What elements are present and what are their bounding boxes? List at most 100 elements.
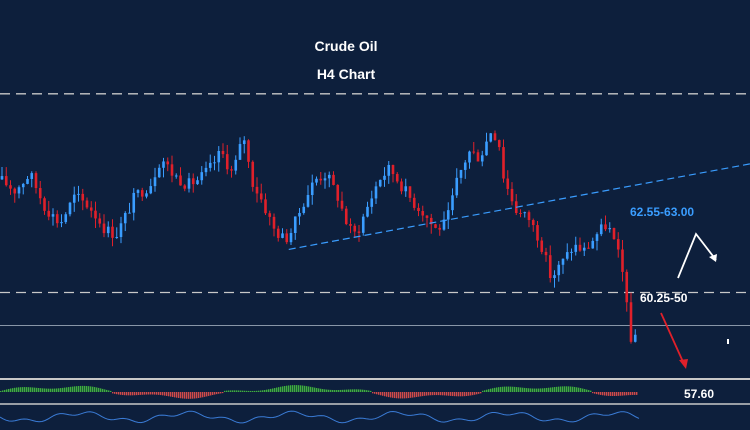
chart-title: Crude Oil: [314, 38, 377, 54]
candle: [429, 217, 433, 225]
macd-bar: [92, 386, 94, 392]
macd-bar: [458, 392, 460, 397]
candle: [302, 206, 306, 213]
macd-bar: [526, 388, 528, 392]
macd-bar: [290, 385, 292, 392]
macd-bar: [342, 389, 344, 392]
macd-bar: [598, 392, 600, 395]
candle: [119, 223, 123, 238]
candle: [289, 233, 293, 243]
candle: [357, 231, 361, 233]
macd-bar: [616, 392, 618, 396]
macd-bar: [74, 386, 76, 392]
candle: [94, 210, 97, 219]
macd-bar: [506, 386, 508, 392]
macd-bar: [222, 392, 224, 394]
candle: [595, 234, 599, 241]
price-levels: [0, 93, 750, 326]
candle: [0, 176, 4, 180]
macd-bar: [128, 392, 130, 396]
macd-bar: [184, 392, 186, 399]
macd-bar: [52, 388, 54, 392]
macd-bar: [94, 387, 96, 392]
macd-bar: [428, 392, 430, 396]
macd-bar: [518, 387, 520, 392]
macd-bar: [188, 392, 190, 399]
macd-bar: [204, 392, 206, 397]
macd-bar: [408, 392, 410, 399]
macd-bar: [360, 389, 362, 392]
macd-bar: [282, 386, 284, 392]
macd-bar: [572, 386, 574, 392]
macd-bar: [10, 388, 12, 392]
macd-bar: [32, 387, 34, 392]
macd-bar: [554, 387, 556, 392]
macd-bar: [300, 385, 302, 392]
candle: [38, 188, 42, 199]
macd-bar: [124, 392, 126, 396]
candle: [323, 178, 327, 181]
macd-bar: [626, 392, 628, 396]
macd-bar: [116, 392, 118, 395]
macd-bar: [236, 390, 238, 392]
macd-bar: [284, 385, 286, 392]
macd-bar: [312, 387, 314, 392]
macd-bar: [614, 392, 616, 396]
candle: [621, 249, 624, 272]
macd-bar: [338, 389, 340, 392]
candle: [565, 252, 569, 259]
macd-bar: [474, 392, 476, 395]
candle: [145, 193, 148, 197]
macd-bar: [416, 392, 418, 397]
macd-bar: [294, 385, 296, 392]
macd-bar: [100, 388, 102, 392]
candle: [123, 212, 127, 224]
macd-bar: [386, 392, 388, 397]
macd-bar: [618, 392, 620, 396]
macd-bar: [288, 385, 290, 392]
macd-bar: [530, 388, 532, 392]
macd-bar: [622, 392, 624, 396]
candle: [242, 140, 246, 145]
macd-bar: [380, 392, 382, 396]
macd-bar: [388, 392, 390, 398]
candle: [251, 161, 255, 187]
macd-bar: [30, 387, 32, 392]
candle: [493, 133, 497, 141]
macd-bar: [122, 392, 124, 396]
macd-histogram: [0, 385, 638, 399]
macd-bar: [170, 392, 172, 397]
price-marker: [727, 339, 729, 344]
macd-bar: [422, 392, 424, 397]
macd-bar: [524, 387, 526, 392]
macd-bar: [512, 386, 514, 392]
macd-bar: [304, 385, 306, 392]
macd-bar: [436, 392, 438, 396]
candle: [221, 150, 225, 155]
candlestick-series: [0, 130, 637, 344]
candle: [259, 193, 263, 200]
up-arrow: [677, 232, 717, 279]
candle: [408, 186, 412, 198]
candle: [455, 177, 459, 196]
candle: [111, 226, 114, 238]
candle: [4, 176, 8, 186]
macd-bar: [202, 392, 204, 398]
macd-bar: [450, 392, 452, 396]
macd-bar: [44, 388, 46, 392]
macd-bar: [26, 387, 28, 392]
macd-bar: [320, 388, 322, 392]
candle: [480, 155, 484, 162]
macd-bar: [28, 387, 30, 392]
macd-bar: [280, 386, 282, 392]
macd-bar: [592, 392, 594, 394]
macd-bar: [322, 389, 324, 392]
macd-bar: [224, 390, 226, 392]
candle: [332, 174, 335, 185]
macd-bar: [208, 392, 210, 396]
candle: [102, 223, 106, 234]
macd-bar: [238, 390, 240, 392]
macd-bar: [316, 388, 318, 392]
candle: [225, 154, 229, 170]
macd-bar: [538, 388, 540, 392]
